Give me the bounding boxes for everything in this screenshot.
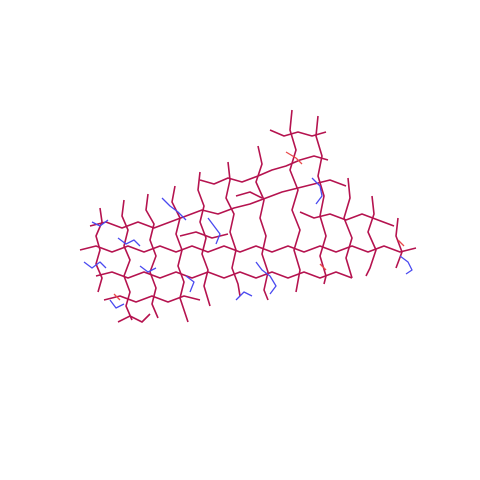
sub-boundaries [83, 177, 413, 309]
accent-boundaries [113, 151, 405, 301]
admin-boundaries [79, 109, 417, 323]
